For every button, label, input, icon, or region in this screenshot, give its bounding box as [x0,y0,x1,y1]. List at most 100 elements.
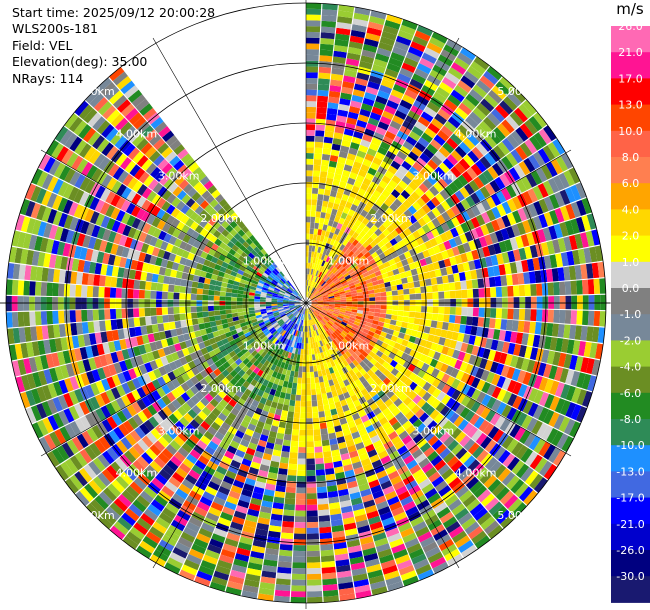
range-gate [311,348,315,355]
range-gate [167,225,176,236]
range-gate [328,320,334,325]
range-gate [98,309,105,321]
range-gate [161,222,171,233]
range-gate [555,155,569,172]
range-gate [323,316,330,322]
range-gate [295,493,306,500]
range-gate [306,193,312,200]
range-gate [41,267,49,282]
range-gate [127,368,137,380]
range-gate [416,398,427,409]
range-gate [278,468,288,476]
range-gate [162,250,171,260]
range-gate [332,221,339,229]
range-gate [262,564,277,573]
range-gate [275,285,281,290]
range-gate [51,240,60,255]
range-gate [482,169,494,183]
range-gate [202,289,209,295]
range-gate [323,344,329,352]
range-gate [322,224,328,231]
range-gate [378,475,390,485]
range-gate [222,277,229,284]
range-gate [454,107,469,120]
range-gate [316,306,323,310]
range-gate [48,338,57,353]
ray [308,25,433,298]
range-gate [464,325,472,335]
range-gate [344,336,351,342]
range-gate [316,316,322,322]
range-gate [583,341,592,358]
range-gate [255,287,262,292]
range-gate [503,494,519,509]
range-gate [401,175,412,186]
range-gate [493,351,502,363]
range-gate [306,539,320,546]
range-gate [132,443,145,456]
range-gate [308,308,311,314]
range-gate [171,388,181,399]
range-gate [368,293,375,298]
range-gate [324,242,330,250]
range-gate [434,166,446,178]
range-gate [359,237,367,245]
range-gate [353,466,365,475]
range-gate [409,293,416,300]
range-gate [320,165,329,173]
range-gate [533,438,546,454]
range-gate [237,293,244,298]
range-gate [454,57,470,71]
range-gate [307,320,310,326]
range-gate [60,461,74,478]
range-gate [306,360,310,367]
range-gate [129,238,139,250]
range-gate [321,273,326,280]
range-gate [111,220,121,233]
range-gate [179,240,188,250]
range-gate [309,293,314,299]
range-gate [292,323,297,330]
range-gate [185,423,197,434]
range-gate [306,106,317,113]
ray [311,261,605,303]
range-gate [296,354,301,361]
range-gate [346,299,353,302]
range-gate [226,264,234,271]
range-gate [18,264,26,280]
range-gate [316,296,323,299]
range-gate [250,379,258,387]
range-gate [327,263,333,270]
range-gate [253,366,260,375]
range-gate [133,477,147,491]
range-gate [238,315,245,320]
range-gate [306,222,311,229]
range-gate [415,236,425,246]
range-gate [489,361,499,374]
range-gate [382,460,394,470]
range-gate [104,241,114,254]
range-gate [243,350,251,358]
range-gate [419,442,432,453]
range-gate [348,550,363,559]
range-gate [46,296,53,311]
range-gate [570,184,582,201]
range-gate [346,304,353,307]
range-gate [152,228,162,239]
range-gate [179,313,186,321]
range-gate [420,233,430,243]
range-gate [412,468,425,480]
range-gate [140,490,154,504]
range-gate [295,298,301,301]
range-gate [205,253,214,262]
range-gate [218,485,231,496]
range-gate [306,43,320,50]
range-gate [417,116,431,128]
ray [310,87,526,300]
range-gate [47,268,55,283]
range-gate [400,449,412,460]
range-gate [254,426,263,434]
range-gate [352,89,365,98]
range-gate [234,358,243,366]
range-gate [162,464,175,476]
